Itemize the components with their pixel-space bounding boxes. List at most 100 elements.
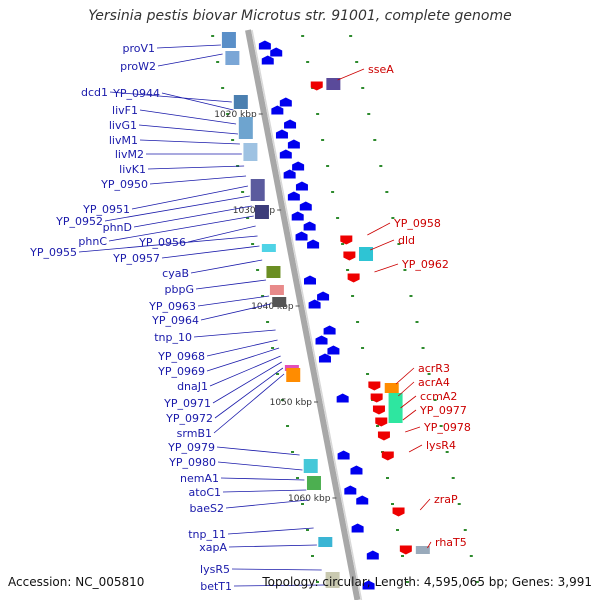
- forward-gene-arrow[interactable]: [292, 161, 305, 171]
- reverse-gene-label[interactable]: ccmA2: [420, 390, 457, 403]
- forward-gene-arrow[interactable]: [315, 335, 328, 345]
- forward-gene-label[interactable]: YP_0972: [165, 412, 213, 425]
- forward-gene-label[interactable]: tnp_10: [154, 331, 192, 344]
- reverse-gene-arrow[interactable]: [381, 451, 394, 461]
- forward-gene-label[interactable]: YP_0952: [55, 215, 103, 228]
- forward-gene-label[interactable]: YP_0957: [112, 252, 160, 265]
- forward-gene-arrow[interactable]: [284, 119, 297, 129]
- forward-gene-label[interactable]: YP_0979: [167, 441, 215, 454]
- forward-gene-label[interactable]: srmB1: [177, 427, 212, 440]
- forward-gene-label[interactable]: cyaB: [162, 267, 189, 280]
- forward-gene-label[interactable]: livM2: [115, 148, 144, 161]
- forward-gene-label[interactable]: nemA1: [180, 472, 219, 485]
- forward-gene-arrow[interactable]: [350, 465, 363, 475]
- forward-gene-label[interactable]: tnp_11: [188, 528, 226, 541]
- forward-gene-arrow[interactable]: [287, 191, 300, 201]
- forward-gene-arrow[interactable]: [275, 129, 288, 139]
- reverse-gene-arrow[interactable]: [372, 405, 385, 415]
- forward-gene-arrow[interactable]: [279, 149, 292, 159]
- forward-gene-label[interactable]: YP_0971: [163, 397, 211, 410]
- forward-gene-arrow[interactable]: [270, 47, 283, 57]
- forward-gene-arrow[interactable]: [344, 485, 357, 495]
- forward-gene-label[interactable]: YP_0980: [168, 456, 216, 469]
- forward-gene-label[interactable]: atoC1: [189, 486, 221, 499]
- reverse-gene-arrow[interactable]: [392, 507, 405, 517]
- forward-gene-arrow[interactable]: [337, 450, 350, 460]
- forward-gene-arrow[interactable]: [261, 55, 274, 65]
- reverse-gene-label[interactable]: YP_0958: [393, 217, 441, 230]
- forward-gene-arrow[interactable]: [336, 393, 349, 403]
- genome-backbone-highlight: [251, 29, 363, 600]
- forward-gene-arrow[interactable]: [283, 169, 296, 179]
- forward-gene-label[interactable]: proW2: [120, 60, 156, 73]
- reverse-gene-label[interactable]: YP_0978: [423, 421, 471, 434]
- forward-gene-label[interactable]: YP_0956: [138, 236, 186, 249]
- label-leader-line: [139, 139, 240, 145]
- reverse-gene-arrow[interactable]: [370, 393, 383, 403]
- forward-gene-label[interactable]: YP_0955: [29, 246, 77, 259]
- reverse-gene-label[interactable]: lysR4: [426, 439, 456, 452]
- forward-gene-label[interactable]: dnaJ1: [177, 380, 208, 393]
- forward-gene-label[interactable]: YP_0950: [100, 178, 148, 191]
- reverse-gene-label[interactable]: zraP: [434, 493, 458, 506]
- label-leader-line: [212, 361, 282, 404]
- forward-gene-arrow[interactable]: [317, 291, 330, 301]
- reverse-gene-label[interactable]: dld: [398, 234, 415, 247]
- forward-gene-label[interactable]: livF1: [112, 104, 138, 117]
- reverse-gene-label[interactable]: acrA4: [418, 376, 450, 389]
- reverse-gene-arrow[interactable]: [399, 545, 412, 555]
- reverse-gene-arrow[interactable]: [375, 417, 388, 427]
- forward-gene-label[interactable]: livG1: [109, 119, 137, 132]
- forward-gene-arrow[interactable]: [362, 580, 375, 590]
- forward-gene-arrow[interactable]: [299, 201, 312, 211]
- forward-gene-arrow[interactable]: [318, 353, 331, 363]
- forward-gene-label[interactable]: YP_0969: [157, 365, 205, 378]
- forward-gene-arrow[interactable]: [287, 139, 300, 149]
- reverse-gene-label[interactable]: rhaT5: [435, 536, 467, 549]
- forward-gene-label[interactable]: phnD: [103, 221, 132, 234]
- forward-gene-arrow[interactable]: [279, 97, 292, 107]
- reverse-gene-label[interactable]: YP_0977: [419, 404, 467, 417]
- reverse-gene-arrow[interactable]: [377, 431, 390, 441]
- forward-gene-label[interactable]: phnC: [78, 235, 107, 248]
- reverse-gene-label[interactable]: YP_0962: [401, 258, 449, 271]
- forward-gene-arrow[interactable]: [295, 181, 308, 191]
- reverse-gene-arrow[interactable]: [347, 273, 360, 283]
- forward-gene-label[interactable]: proV1: [122, 42, 155, 55]
- forward-gene-label[interactable]: YP_0968: [157, 350, 205, 363]
- forward-gene-arrow[interactable]: [291, 211, 304, 221]
- forward-gene-arrow[interactable]: [327, 345, 340, 355]
- forward-gene-arrow[interactable]: [307, 239, 320, 249]
- reverse-gene-arrow[interactable]: [310, 81, 323, 91]
- forward-gene-label[interactable]: YP_0944: [112, 87, 160, 100]
- forward-gene-label[interactable]: pbpG: [165, 283, 194, 296]
- forward-gene-arrow[interactable]: [356, 495, 369, 505]
- gc-content-tile: [243, 143, 258, 161]
- forward-gene-label[interactable]: dcd1: [81, 86, 108, 99]
- forward-gene-arrow[interactable]: [303, 221, 316, 231]
- reverse-gene-arrow[interactable]: [340, 235, 353, 245]
- forward-gene-arrow[interactable]: [295, 231, 308, 241]
- forward-gene-arrow[interactable]: [304, 275, 316, 285]
- forward-gene-arrow[interactable]: [308, 299, 321, 309]
- label-leader-line: [195, 279, 267, 290]
- forward-gene-label[interactable]: YP_0964: [151, 314, 199, 327]
- forward-gene-arrow[interactable]: [258, 40, 271, 50]
- forward-gene-label[interactable]: YP_0951: [82, 203, 130, 216]
- reverse-gene-arrow[interactable]: [343, 251, 356, 261]
- forward-gene-label[interactable]: baeS2: [190, 502, 224, 515]
- forward-gene-label[interactable]: lysR5: [200, 563, 230, 576]
- forward-gene-label[interactable]: YP_0963: [148, 300, 196, 313]
- forward-gene-label[interactable]: betT1: [200, 580, 232, 593]
- forward-gene-label[interactable]: xapA: [199, 541, 227, 554]
- forward-gene-arrow[interactable]: [366, 550, 379, 560]
- forward-gene-arrow[interactable]: [323, 325, 336, 335]
- forward-gene-arrow[interactable]: [271, 105, 284, 115]
- forward-gene-label[interactable]: livK1: [119, 163, 146, 176]
- forward-gene-label[interactable]: livM1: [109, 134, 138, 147]
- reverse-gene-arrow[interactable]: [368, 381, 381, 391]
- reverse-gene-label[interactable]: sseA: [368, 63, 394, 76]
- forward-gene-arrow[interactable]: [351, 523, 364, 533]
- reverse-gene-label[interactable]: acrR3: [418, 362, 450, 375]
